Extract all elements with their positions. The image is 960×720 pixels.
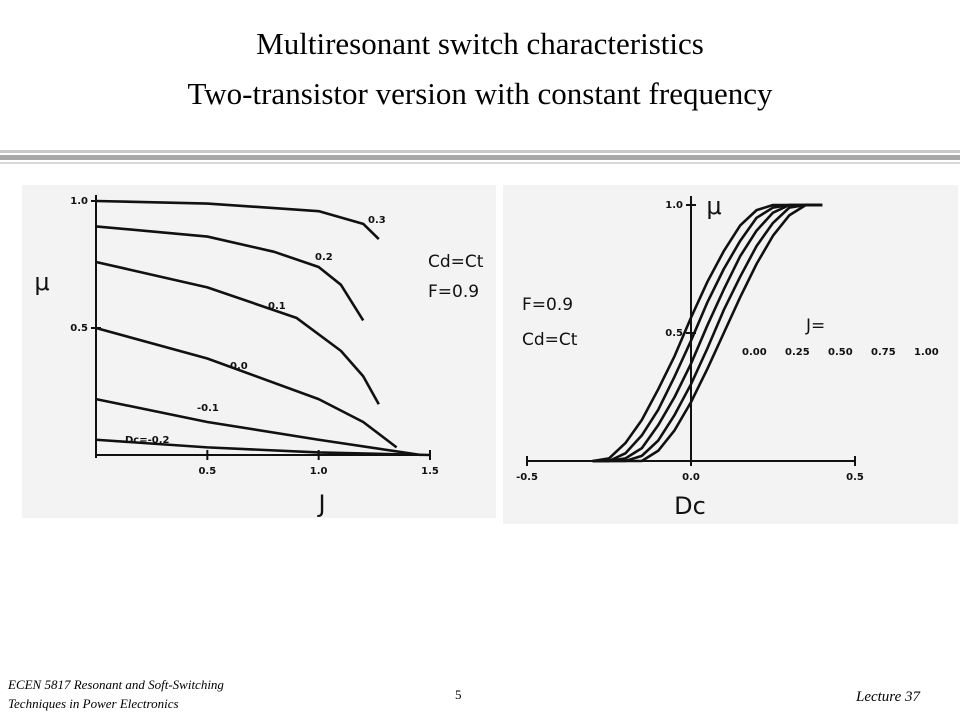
- y-axis-label: μ: [34, 268, 49, 296]
- divider: [0, 162, 960, 164]
- divider: [0, 150, 960, 153]
- curve: [592, 203, 823, 463]
- curve-label: 0.3: [368, 215, 386, 226]
- curve-label: Dc=-0.2: [125, 435, 170, 446]
- curve: [95, 199, 380, 241]
- x-axis-label: J: [316, 490, 325, 518]
- curve: [95, 225, 365, 322]
- curve: [95, 438, 431, 457]
- x-tick-label: 0.5: [198, 466, 216, 477]
- x-tick-label: 1.0: [310, 466, 328, 477]
- annotation: F=0.9: [428, 282, 479, 302]
- y-axis-label: μ: [706, 192, 721, 220]
- legend-entry: 0.00: [742, 347, 767, 358]
- curve: [592, 203, 823, 463]
- footer-course: ECEN 5817 Resonant and Soft-Switching: [7, 677, 224, 692]
- x-tick-label: 0.5: [846, 472, 864, 483]
- legend-title: J=: [805, 316, 825, 336]
- slide-title: Multiresonant switch characteristics: [256, 26, 704, 61]
- curve-label: 0.1: [268, 301, 286, 312]
- curve-label: 0.0: [230, 361, 248, 372]
- curve-label: -0.1: [197, 403, 219, 414]
- curve: [95, 326, 398, 449]
- y-tick-label: 0.5: [665, 328, 683, 339]
- legend-entry: 0.75: [871, 347, 896, 358]
- x-tick-label: 0.0: [682, 472, 700, 483]
- page-number: 5: [455, 687, 462, 702]
- y-tick-label: 1.0: [70, 196, 88, 207]
- footer-lecture: Lecture 37: [855, 689, 922, 705]
- y-tick-label: 0.5: [70, 323, 88, 334]
- annotation: Cd=Ct: [428, 252, 484, 272]
- curve: [95, 397, 422, 457]
- curve: [592, 203, 823, 463]
- legend-entry: 0.25: [785, 347, 810, 358]
- slide-subtitle: Two-transistor version with constant fre…: [188, 76, 773, 111]
- legend-entry: 0.50: [828, 347, 853, 358]
- legend-entry: 1.00: [914, 347, 939, 358]
- y-tick-label: 1.0: [665, 200, 683, 211]
- divider: [0, 155, 960, 160]
- curve-label: 0.2: [315, 252, 333, 263]
- x-tick-label: -0.5: [516, 472, 538, 483]
- figure-left: [22, 185, 496, 518]
- curve: [95, 260, 380, 405]
- annotation: F=0.9: [522, 295, 573, 315]
- curve: [592, 203, 823, 463]
- footer-course: Techniques in Power Electronics: [8, 696, 179, 711]
- x-axis-label: Dc: [674, 492, 706, 520]
- annotation: Cd=Ct: [522, 330, 578, 350]
- x-tick-label: 1.5: [421, 466, 439, 477]
